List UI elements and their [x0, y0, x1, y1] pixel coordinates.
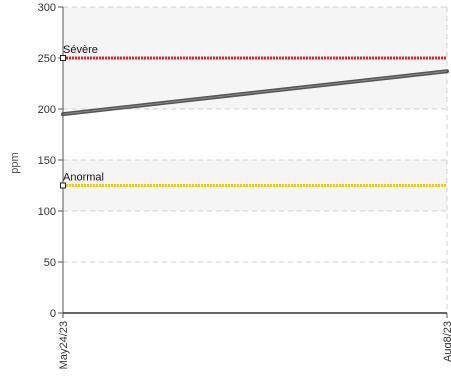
threshold-marker — [60, 55, 66, 61]
y-tick-label: 250 — [38, 53, 56, 65]
y-tick-label: 0 — [50, 308, 56, 320]
threshold-marker — [60, 182, 66, 189]
series-lines — [61, 69, 449, 117]
series-point — [62, 113, 64, 115]
threshold-label: Anormal — [63, 172, 104, 184]
y-axis-title: ppm — [9, 152, 21, 173]
series-point — [446, 70, 448, 72]
y-tick-label: 100 — [38, 206, 56, 218]
threshold-label: Sévère — [63, 44, 98, 56]
y-tick-label: 150 — [38, 155, 56, 167]
series-line-highlight — [62, 70, 448, 115]
threshold-lines — [60, 55, 447, 189]
y-tick-label: 200 — [38, 104, 56, 116]
y-tick-label: 300 — [38, 2, 56, 14]
x-tick-label: May24/23 — [58, 321, 70, 369]
x-tick-label: Aug8/23 — [442, 321, 451, 362]
tick-labels: 0 50 100 150 200 250 300 May24/23 Aug8/23 Sévère A… — [38, 2, 451, 369]
y-tick-label: 50 — [44, 257, 56, 269]
